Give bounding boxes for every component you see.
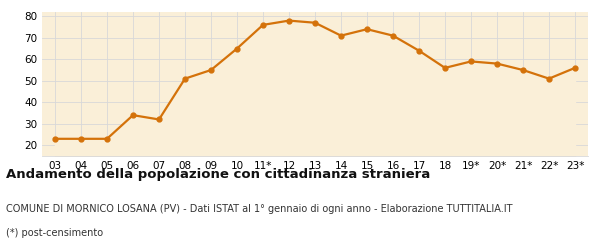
Text: Andamento della popolazione con cittadinanza straniera: Andamento della popolazione con cittadin… (6, 168, 430, 181)
Text: COMUNE DI MORNICO LOSANA (PV) - Dati ISTAT al 1° gennaio di ogni anno - Elaboraz: COMUNE DI MORNICO LOSANA (PV) - Dati IST… (6, 204, 512, 214)
Text: (*) post-censimento: (*) post-censimento (6, 228, 103, 238)
